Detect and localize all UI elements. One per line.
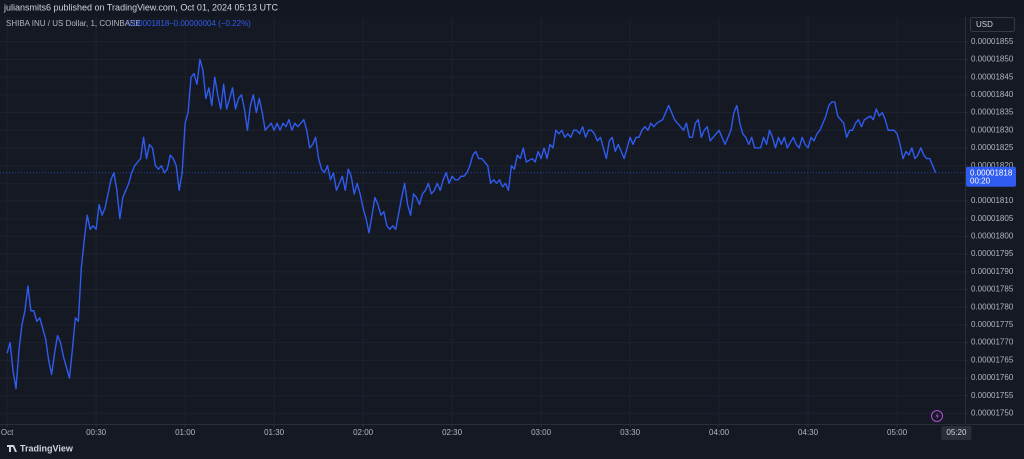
price-tag — [966, 166, 1016, 187]
current-time-box — [941, 426, 972, 440]
y-tick-label: 0.00001840 — [971, 90, 1014, 99]
brand-logo — [7, 445, 17, 452]
y-tick-label: 0.00001820 — [971, 161, 1014, 170]
y-tick-label: 0.00001790 — [971, 267, 1014, 276]
x-tick-label: 04:30 — [798, 428, 819, 437]
grid — [0, 17, 965, 424]
legend-change: −0.00000004 (−0.22%) — [169, 19, 251, 28]
x-tick-label: 04:00 — [709, 428, 730, 437]
y-tick-label: 0.00001825 — [971, 143, 1014, 152]
price-line — [6, 58, 937, 390]
y-tick-label: 0.00001780 — [971, 302, 1014, 311]
current-time-label: 05:20 — [946, 428, 967, 437]
x-tick-label: 02:00 — [353, 428, 374, 437]
y-tick-label: 0.00001750 — [971, 408, 1014, 417]
header-bar — [0, 0, 1024, 17]
x-tick-label: 00:30 — [86, 428, 107, 437]
y-tick-label: 0.00001850 — [971, 55, 1014, 64]
alert-icon[interactable] — [931, 410, 943, 422]
x-tick-label: 01:00 — [175, 428, 196, 437]
y-tick-label: 0.00001810 — [971, 196, 1014, 205]
price-tag-countdown: 00:20 — [970, 176, 991, 185]
y-tick-label: 0.00001775 — [971, 320, 1014, 329]
x-tick-label: 05:00 — [887, 428, 908, 437]
footer: TradingView — [7, 443, 74, 453]
currency-label: USD — [976, 20, 993, 29]
currency-box[interactable] — [970, 17, 1015, 32]
brand-name: TradingView — [20, 443, 74, 453]
legend-title: SHIBA INU / US Dollar, 1, COINBASE — [6, 19, 141, 28]
y-tick-label: 0.00001830 — [971, 125, 1014, 134]
y-tick-label: 0.00001760 — [971, 373, 1014, 382]
x-tick-label: Oct — [1, 428, 14, 437]
alert-circle — [931, 410, 943, 422]
y-tick-label: 0.00001805 — [971, 214, 1014, 223]
y-tick-label: 0.00001755 — [971, 391, 1014, 400]
header-text: juliansmits6 published on TradingView.co… — [3, 2, 278, 12]
x-tick-label: 02:30 — [442, 428, 463, 437]
y-tick-label: 0.00001835 — [971, 108, 1014, 117]
y-tick-label: 0.00001785 — [971, 285, 1014, 294]
x-tick-label: 03:00 — [531, 428, 552, 437]
alert-bolt — [935, 412, 939, 420]
y-tick-label: 0.00001770 — [971, 338, 1014, 347]
y-tick-label: 0.00001845 — [971, 72, 1014, 81]
price-tag-value: 0.00001818 — [970, 168, 1013, 177]
y-tick-label: 0.00001800 — [971, 232, 1014, 241]
legend-price: 0.00001818 — [127, 19, 170, 28]
y-tick-label: 0.00001795 — [971, 249, 1014, 258]
y-tick-label: 0.00001855 — [971, 37, 1014, 46]
y-tick-label: 0.00001765 — [971, 355, 1014, 364]
x-tick-label: 01:30 — [264, 428, 285, 437]
x-tick-label: 03:30 — [620, 428, 641, 437]
